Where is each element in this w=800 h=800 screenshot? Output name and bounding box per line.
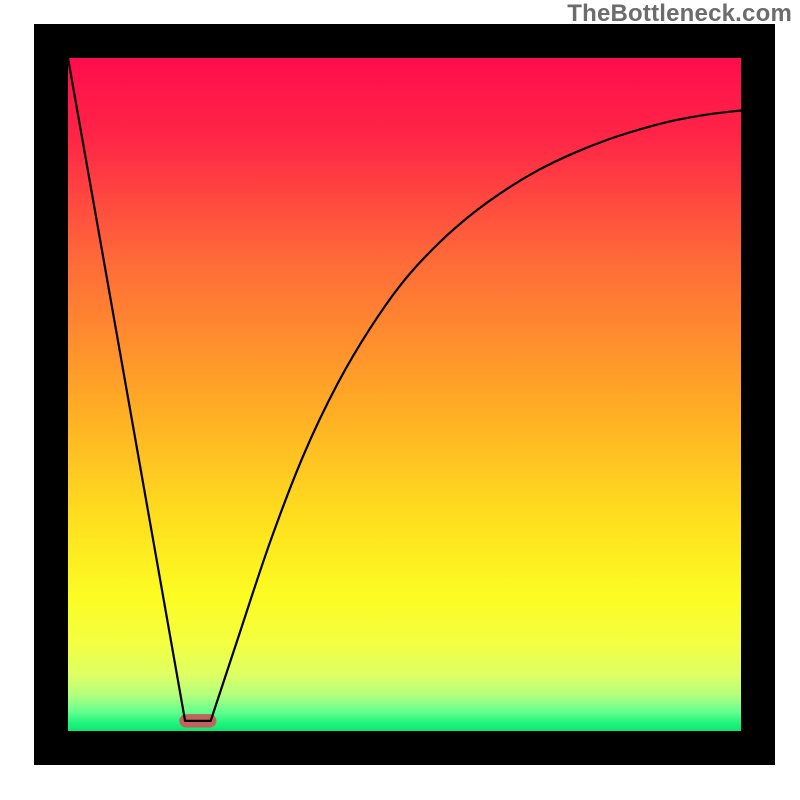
watermark-text: TheBottleneck.com [567, 0, 792, 28]
bottleneck-chart: TheBottleneck.com [0, 0, 800, 800]
chart-svg [0, 0, 800, 800]
